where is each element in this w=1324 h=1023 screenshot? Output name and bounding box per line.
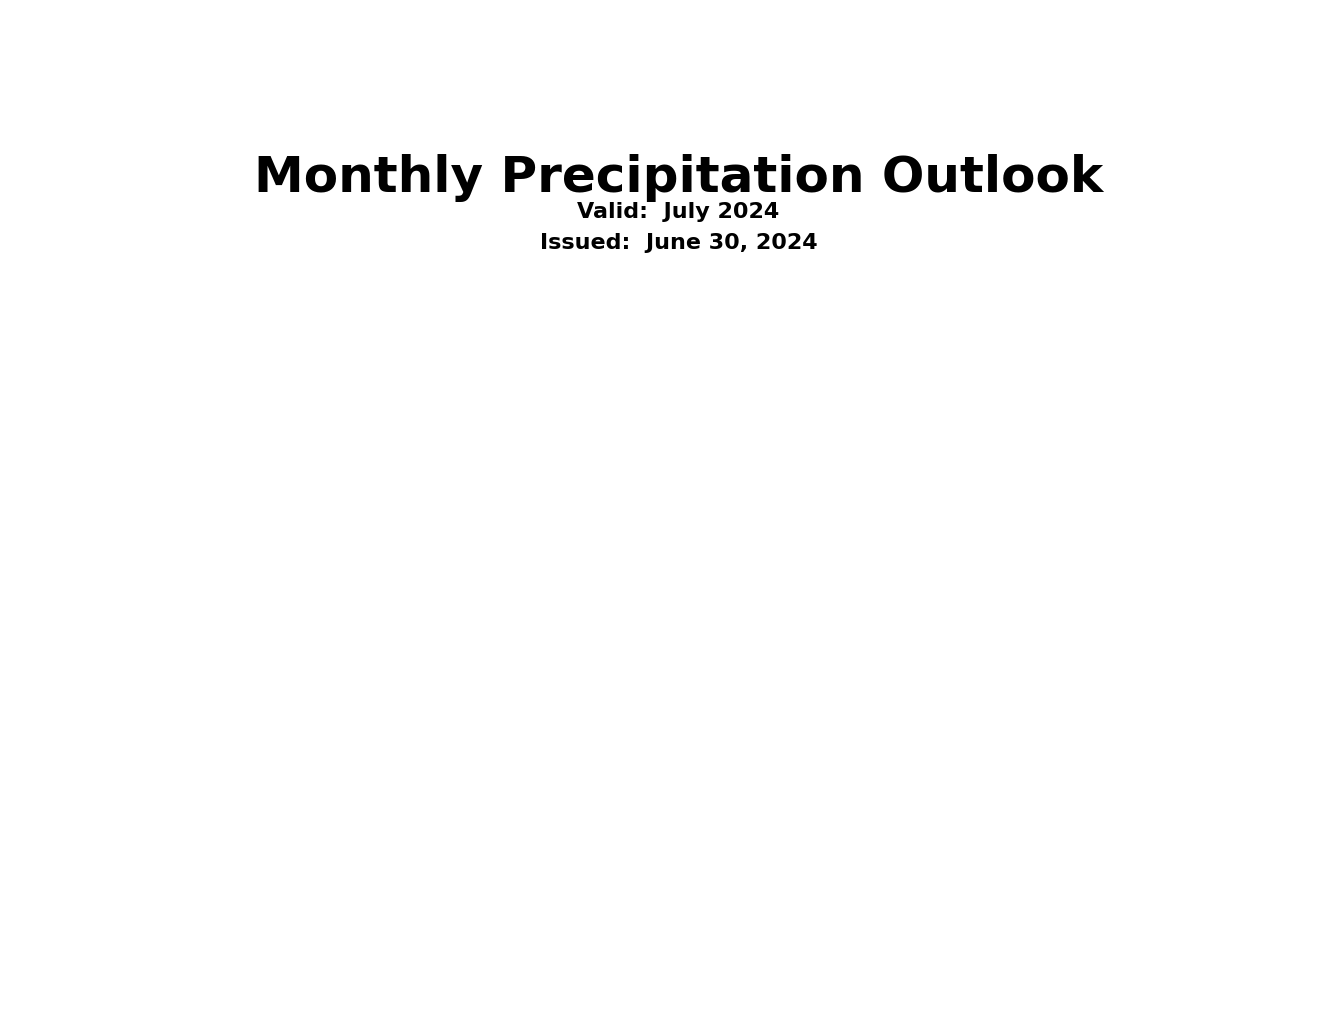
Text: Valid:  July 2024: Valid: July 2024 (577, 202, 780, 222)
Text: Issued:  June 30, 2024: Issued: June 30, 2024 (540, 233, 817, 253)
Text: Monthly Precipitation Outlook: Monthly Precipitation Outlook (254, 154, 1103, 203)
